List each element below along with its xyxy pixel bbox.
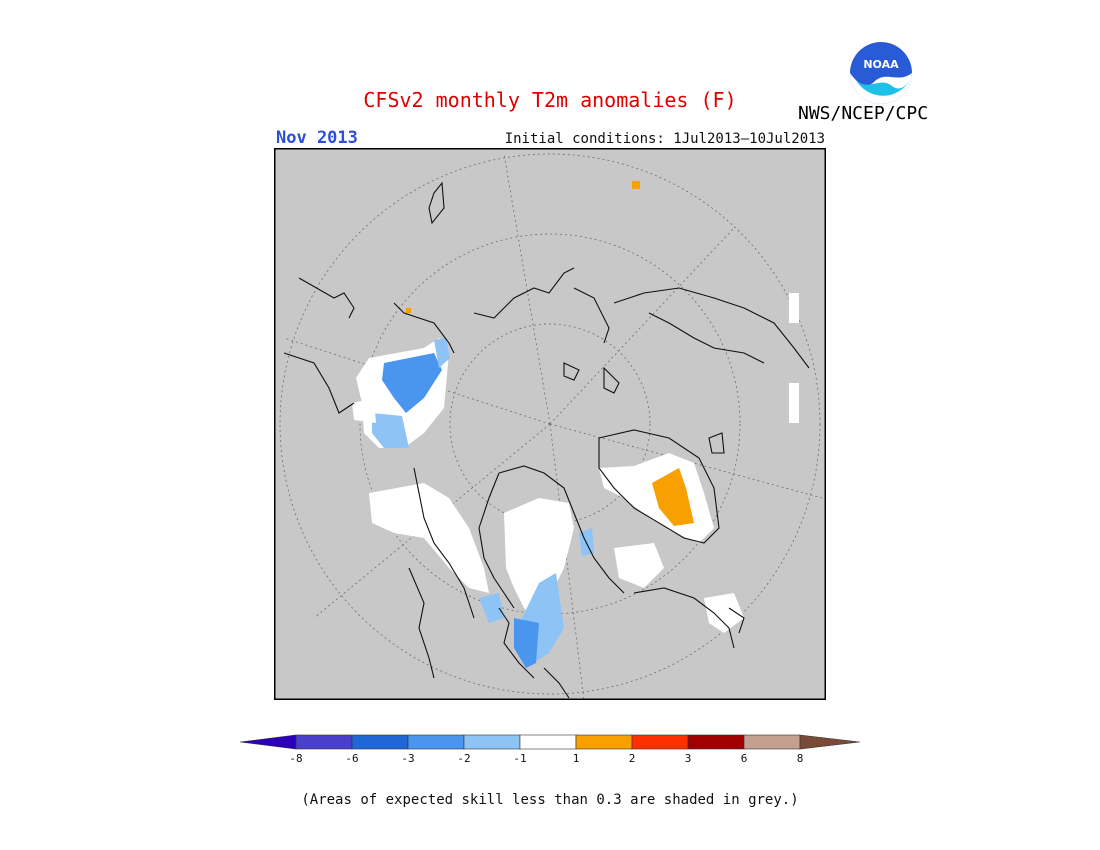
legend-tick-label: -8 <box>289 752 303 765</box>
warm-anomaly-area <box>632 181 640 189</box>
legend-tick-label: -3 <box>401 752 415 765</box>
legend-tick-labels: -8 -6 -3 -2 -1 1 2 3 6 8 <box>0 752 1100 772</box>
near-normal-area <box>789 383 799 423</box>
legend-arrow-high <box>799 734 860 750</box>
initial-conditions: Initial conditions: 1Jul2013–10Jul2013 <box>504 131 825 147</box>
legend-swatch <box>295 734 353 750</box>
warm-anomaly-area <box>406 308 411 313</box>
legend-swatch <box>687 734 745 750</box>
polar-map <box>274 148 826 700</box>
legend-tick-label: 3 <box>684 752 692 765</box>
near-normal-area <box>704 593 744 633</box>
legend-swatch <box>407 734 465 750</box>
near-normal-area <box>614 543 664 588</box>
noaa-logo-icon: NOAA <box>850 42 912 104</box>
legend-tick-label: 8 <box>796 752 804 765</box>
cold-anomaly-area <box>514 618 539 668</box>
map-title: CFSv2 monthly T2m anomalies (F) <box>363 88 737 112</box>
legend-tick-label: -6 <box>345 752 359 765</box>
cold-anomaly-area <box>479 593 504 623</box>
color-legend-bar <box>240 734 860 750</box>
legend-arrow-low <box>240 734 297 750</box>
legend-swatch <box>575 734 633 750</box>
logo-text: NOAA <box>863 58 899 71</box>
legend-tick-label: 6 <box>740 752 748 765</box>
legend-tick-label: -1 <box>513 752 527 765</box>
skill-note: (Areas of expected skill less than 0.3 a… <box>301 792 799 808</box>
near-normal-area <box>789 293 799 323</box>
cold-anomaly-area <box>434 338 450 368</box>
cold-anomaly-area <box>382 353 442 413</box>
near-normal-area <box>369 483 489 593</box>
legend-swatch <box>519 734 577 750</box>
cold-anomaly-area <box>372 413 409 448</box>
graticule <box>279 153 823 700</box>
legend-swatch <box>743 734 801 750</box>
legend-tick-label: 1 <box>572 752 580 765</box>
warm-anomaly-area <box>652 468 694 526</box>
coastlines <box>283 181 810 699</box>
map-frame <box>274 148 826 700</box>
organization-label: NWS/NCEP/CPC <box>798 103 929 124</box>
legend-tick-label: -2 <box>457 752 471 765</box>
legend-swatch <box>351 734 409 750</box>
anomaly-patches <box>352 181 799 668</box>
near-normal-area <box>504 498 574 618</box>
legend-swatch <box>463 734 521 750</box>
forecast-month: Nov 2013 <box>276 128 358 148</box>
near-normal-area <box>352 398 376 423</box>
legend-tick-label: 2 <box>628 752 636 765</box>
legend-swatch <box>631 734 689 750</box>
